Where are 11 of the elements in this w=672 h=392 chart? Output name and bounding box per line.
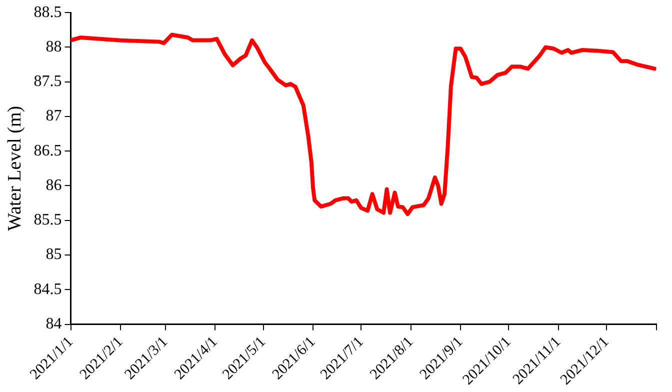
y-tick-label: 86.5 — [34, 142, 62, 160]
y-tick-label: 84 — [46, 315, 62, 332]
y-tick-label: 88 — [46, 38, 62, 56]
y-tick-label: 85 — [46, 246, 62, 264]
y-tick-label: 87.5 — [34, 73, 62, 90]
y-tick-label: 85.5 — [34, 212, 62, 229]
y-tick-label: 84.5 — [34, 280, 62, 298]
y-tick-label: 86 — [46, 176, 62, 194]
y-axis-title: Water Level (m) — [4, 106, 26, 231]
y-tick-label: 87 — [46, 108, 62, 125]
y-tick-label: 88.5 — [34, 4, 62, 21]
